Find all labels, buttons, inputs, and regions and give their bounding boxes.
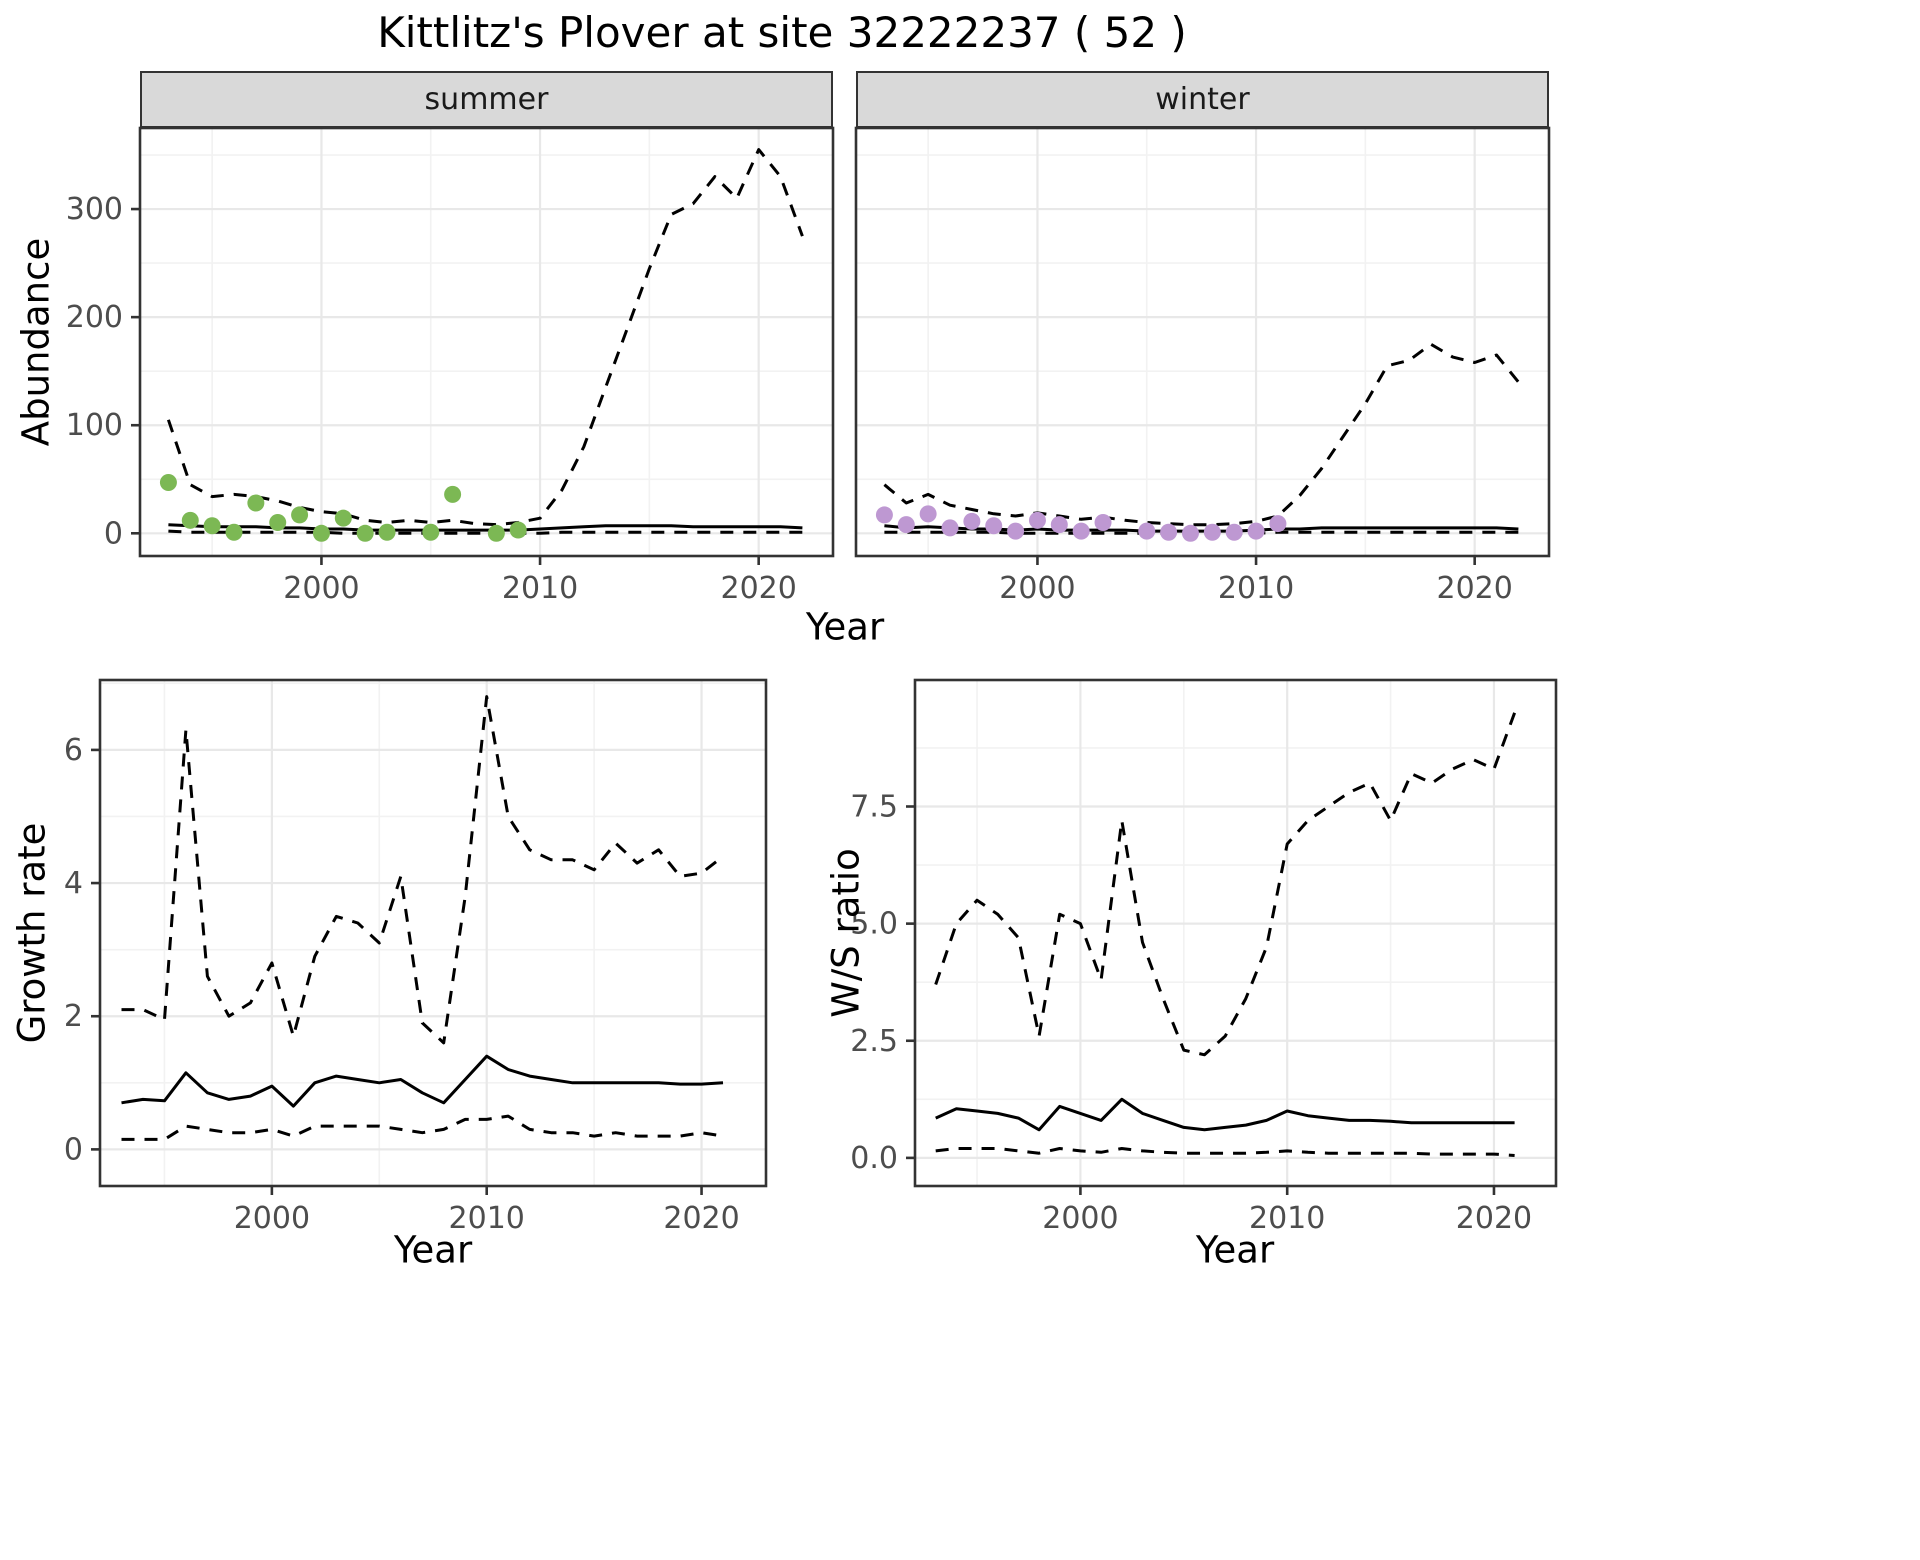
svg-text:100: 100	[66, 408, 123, 443]
svg-text:2020: 2020	[1436, 571, 1512, 606]
svg-text:200: 200	[66, 300, 123, 335]
svg-text:2010: 2010	[502, 571, 578, 606]
ws-ratio-axis-label: W/S ratio	[824, 848, 868, 1018]
svg-text:7.5: 7.5	[850, 790, 898, 825]
svg-text:2020: 2020	[720, 571, 796, 606]
abundance-summer-chart: 2000 2010 2020 0 100 200 300	[66, 126, 835, 606]
svg-text:2010: 2010	[449, 1201, 525, 1236]
svg-text:4: 4	[64, 866, 83, 901]
growth-rate-chart: 2000 2010 2020 0 2 4 6	[64, 678, 768, 1236]
facet-strip-summer: summer	[140, 71, 833, 128]
svg-text:2000: 2000	[234, 1201, 310, 1236]
year-axis-label-bottom-left: Year	[393, 1228, 473, 1272]
ws-ratio-chart: 2000 2010 2020 0.0 2.5 5.0 7.5	[850, 678, 1558, 1236]
facet-strip-winter-label: winter	[1155, 82, 1250, 117]
svg-text:2000: 2000	[999, 571, 1075, 606]
year-axis-label-bottom-right: Year	[1195, 1228, 1275, 1272]
svg-text:2000: 2000	[1042, 1201, 1118, 1236]
svg-text:5.0: 5.0	[850, 907, 898, 942]
svg-text:2010: 2010	[1218, 571, 1294, 606]
svg-text:2.5: 2.5	[850, 1024, 898, 1059]
figure-title: Kittlitz's Plover at site 32222237 ( 52 …	[377, 8, 1187, 57]
svg-text:300: 300	[66, 192, 123, 227]
svg-text:2: 2	[64, 999, 83, 1034]
svg-text:2020: 2020	[1456, 1201, 1532, 1236]
abundance-winter-chart: 2000 2010 2020	[854, 126, 1551, 606]
year-axis-label-top: Year	[805, 605, 885, 649]
svg-text:0: 0	[64, 1132, 83, 1167]
svg-text:2000: 2000	[283, 571, 359, 606]
svg-text:0.0: 0.0	[850, 1141, 898, 1176]
facet-strip-summer-label: summer	[424, 82, 549, 117]
svg-text:2010: 2010	[1249, 1201, 1325, 1236]
svg-text:6: 6	[64, 733, 83, 768]
abundance-axis-label: Abundance	[14, 237, 58, 447]
growth-rate-axis-label: Growth rate	[10, 822, 54, 1044]
svg-text:2020: 2020	[663, 1201, 739, 1236]
svg-text:0: 0	[104, 516, 123, 551]
facet-strip-winter: winter	[856, 71, 1549, 128]
